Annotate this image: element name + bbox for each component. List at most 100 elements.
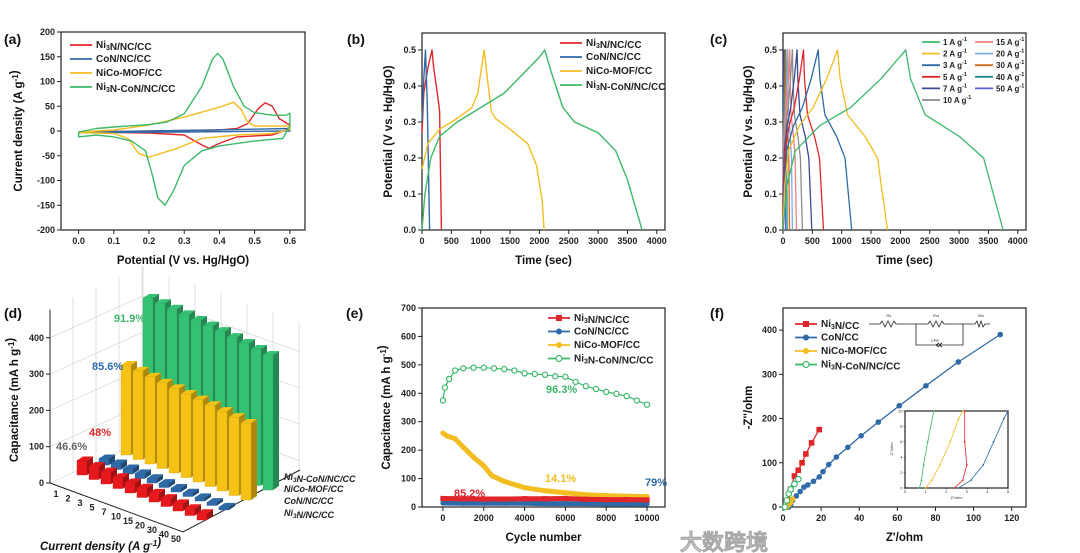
inset-point [1007, 410, 1009, 412]
bar [240, 422, 252, 501]
x-tick-label: 120 [1004, 513, 1019, 523]
x-tick-label: 3 [966, 489, 969, 494]
bar-top [159, 479, 175, 484]
category-label: 30 [147, 525, 157, 535]
bar-side [121, 459, 127, 470]
x-tick-label: 2000 [890, 236, 910, 246]
data-point [825, 461, 832, 468]
data-point [875, 419, 882, 425]
y-tick-label: 300 [401, 417, 416, 427]
bar [88, 465, 100, 480]
category-label: 5 [89, 503, 94, 513]
z-tick-label: 300 [29, 369, 44, 379]
data-point [445, 375, 453, 383]
data-point [440, 430, 446, 436]
inset-point [922, 464, 925, 466]
bar-top [135, 469, 151, 474]
y-tick-label: 0.1 [403, 189, 416, 199]
bar-top [179, 310, 195, 315]
x-tick-label: 1000 [471, 236, 491, 246]
inset-point [932, 410, 935, 412]
x-tick-label: 5 [1007, 489, 1010, 494]
data-point [460, 444, 466, 450]
cv-curve [78, 101, 291, 158]
circuit-label: Rs [887, 313, 892, 318]
y-tick-label: 0.5 [403, 45, 416, 55]
bar [146, 478, 158, 484]
bar-top [195, 493, 211, 498]
legend-entry: 15 A g-1 [996, 37, 1024, 47]
data-point [791, 473, 798, 479]
gcd-curve [782, 49, 889, 231]
category-label: 15 [123, 516, 133, 526]
x-tick-label: 4000 [1008, 236, 1028, 246]
bar-side [181, 484, 187, 492]
bar [192, 399, 204, 483]
data-point [542, 488, 548, 494]
legend-entry: CoN/NC/CC [96, 54, 151, 65]
legend-marker [803, 334, 809, 341]
y-tick-label: 10 [898, 408, 903, 413]
bar [228, 416, 240, 496]
legend-entry: Ni3N/NC/CC [574, 313, 630, 326]
inset-point [930, 479, 933, 482]
bar-top [143, 293, 159, 298]
data-point [521, 496, 528, 502]
data-point [441, 384, 449, 391]
legend-entry: 5 A g-1 [943, 72, 967, 82]
bar-top [157, 378, 173, 383]
inset-point [992, 440, 995, 443]
data-point [481, 500, 487, 506]
legend-entry: CoN/CC [821, 333, 859, 344]
watermark: 大数跨境 [680, 530, 768, 553]
bar [180, 393, 192, 478]
inset-point [926, 440, 929, 443]
data-point [896, 402, 903, 409]
data-point [452, 436, 458, 442]
data-point [501, 500, 507, 506]
bar-top [191, 315, 207, 320]
x-tick-label: 2000 [529, 236, 549, 246]
y-axis-title: Capacitance (mA h g-1) [377, 345, 393, 469]
y-tick-label: 0.2 [764, 153, 777, 163]
bar-top [133, 366, 149, 371]
bar-top [77, 456, 93, 461]
gcd-curve [421, 49, 431, 231]
percent-label: 85.6% [92, 361, 123, 373]
y-tick-label: 0.2 [403, 153, 416, 163]
bar [124, 482, 136, 494]
data-point [460, 365, 467, 372]
inset-background [905, 411, 1008, 488]
data-point [490, 365, 498, 372]
x-tick-label: 3500 [978, 236, 998, 246]
bar-top [229, 413, 245, 418]
data-point [511, 367, 518, 374]
data-point [521, 485, 528, 491]
data-point [440, 500, 446, 506]
y-tick-label: 0.0 [403, 225, 416, 235]
y-tick-label: 0.4 [764, 81, 777, 91]
bar-side [217, 498, 223, 506]
inset-x-axis-title: Z'/ohm [950, 495, 963, 500]
data-point [481, 463, 487, 469]
x-tick-label: 3000 [949, 236, 969, 246]
bar-top [155, 299, 171, 304]
category-label: 7 [101, 507, 106, 517]
y-tick-label: 100 [40, 77, 55, 87]
inset-point [957, 417, 960, 420]
inset-point [918, 487, 921, 489]
bar-side [109, 454, 115, 465]
x-tick-label: 60 [892, 513, 902, 523]
inset-point [965, 464, 968, 466]
x-axis-title: Z'/ohm [886, 532, 923, 544]
y-tick-label: 0 [772, 502, 777, 512]
data-point [923, 383, 929, 389]
data-point [603, 493, 609, 499]
y-tick-label: 300 [762, 369, 777, 379]
x-tick-label: 2500 [920, 236, 940, 246]
y-tick-label: 0.3 [403, 117, 416, 127]
bar-top [147, 474, 163, 479]
bar-top [137, 483, 153, 488]
category-label: 2 [65, 494, 70, 504]
y-tick-label: 100 [401, 474, 416, 484]
